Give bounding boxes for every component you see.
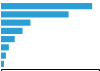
bar [1, 61, 4, 67]
x-axis-line [2, 70, 100, 71]
bar [1, 36, 15, 42]
bar [1, 53, 6, 59]
x-axis [2, 70, 100, 71]
bar [1, 20, 30, 26]
bar [1, 11, 69, 17]
bars [1, 3, 92, 67]
chart [0, 0, 100, 71]
bar [1, 3, 92, 9]
bar [1, 44, 9, 50]
plot [1, 3, 100, 71]
bar [1, 28, 23, 34]
